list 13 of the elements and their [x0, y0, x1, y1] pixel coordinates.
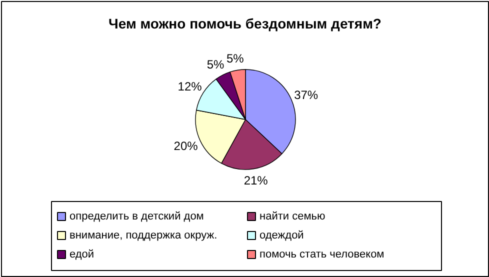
- data-label: 5%: [206, 57, 225, 72]
- data-label: 12%: [178, 79, 202, 94]
- legend-label: найти семью: [260, 210, 326, 222]
- legend-label: определить в детский дом: [70, 210, 204, 222]
- legend-label: помочь стать человеком: [260, 248, 384, 260]
- data-label: 21%: [244, 174, 268, 188]
- chart-title: Чем можно помочь бездомным детям?: [108, 16, 382, 32]
- legend-label: едой: [70, 248, 94, 260]
- legend-label: одеждой: [260, 230, 304, 242]
- data-label: 5%: [226, 51, 244, 66]
- legend-label: внимание, поддержка окруж.: [70, 230, 218, 242]
- data-label: 37%: [294, 88, 318, 102]
- data-label: 20%: [174, 138, 198, 153]
